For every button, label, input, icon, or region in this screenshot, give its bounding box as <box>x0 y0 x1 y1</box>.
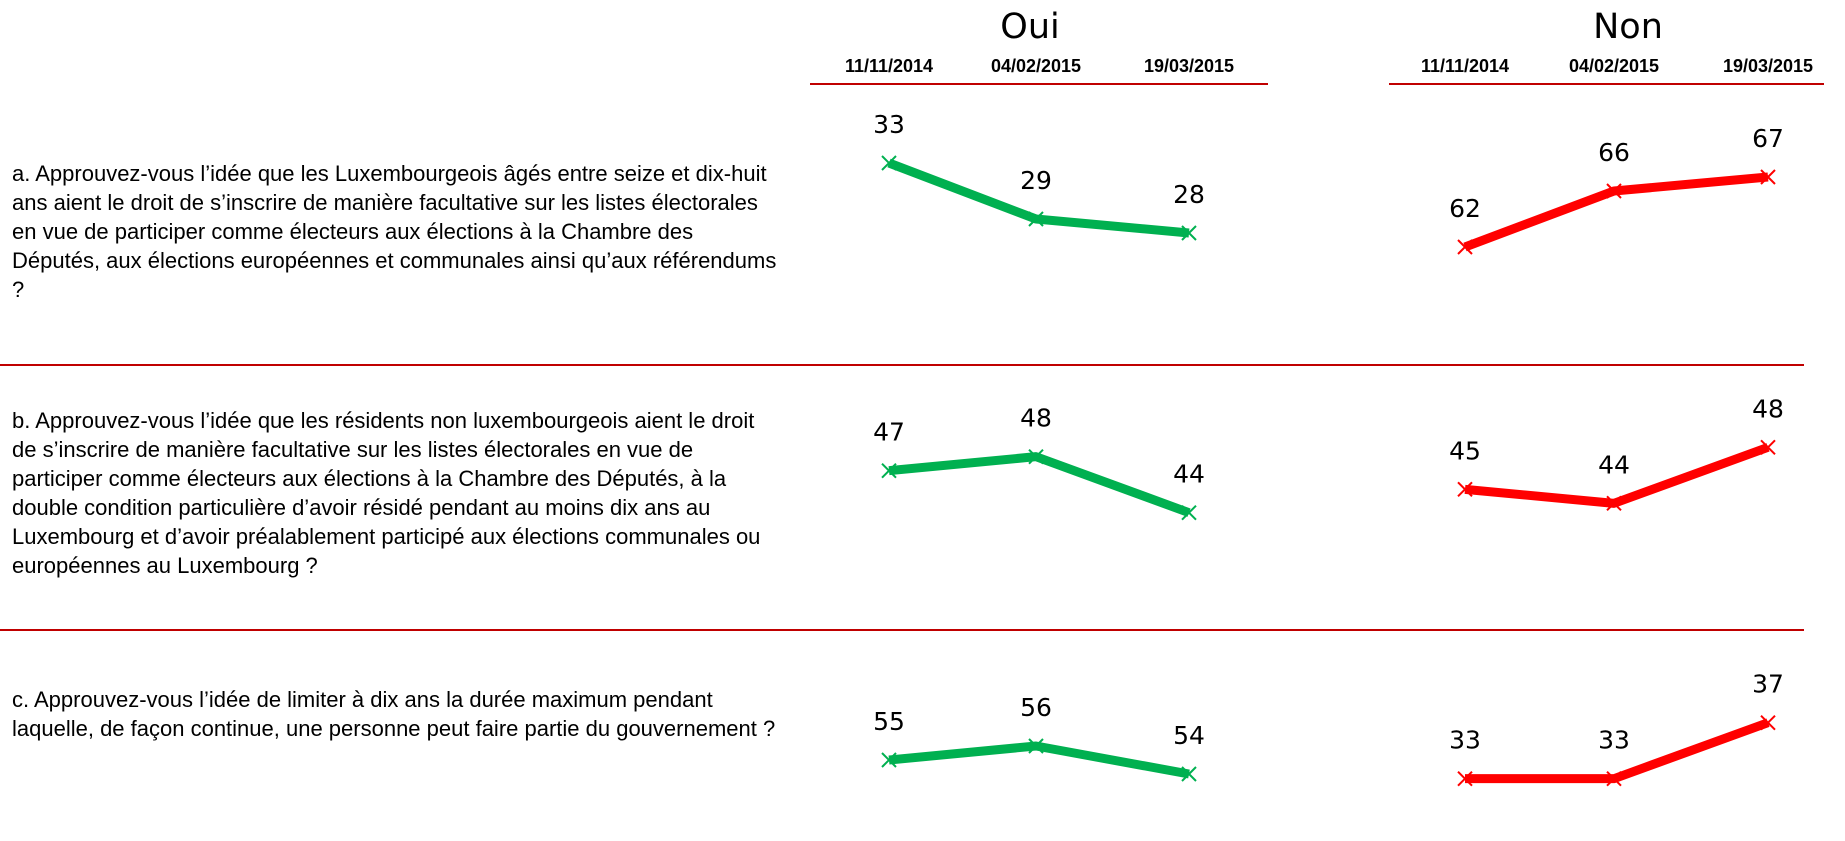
value-label: 54 <box>1173 721 1205 750</box>
point-marker <box>1457 481 1473 498</box>
value-label: 37 <box>1752 670 1784 699</box>
point-marker <box>1181 225 1197 241</box>
point-marker <box>1457 770 1473 787</box>
question: c. Approuvez-vous l’idée de limiter à di… <box>12 687 776 741</box>
point-marker <box>1028 448 1044 465</box>
date-label: 04/02/2015 <box>1569 56 1659 76</box>
date-label: 19/03/2015 <box>1723 56 1813 76</box>
value-label: 47 <box>873 418 905 447</box>
point-marker <box>1760 714 1776 731</box>
point-marker <box>881 752 897 768</box>
value-label: 33 <box>1449 726 1481 755</box>
point-marker <box>1457 239 1473 255</box>
question: b. Approuvez-vous l’idée que les résiden… <box>12 408 761 578</box>
value-label: 56 <box>1020 693 1052 722</box>
point-marker <box>1760 169 1776 185</box>
point-marker <box>881 462 897 479</box>
value-label: 48 <box>1020 404 1052 433</box>
value-label: 33 <box>873 110 905 139</box>
value-label: 33 <box>1598 726 1630 755</box>
value-label: 62 <box>1449 194 1481 223</box>
point-marker <box>1606 495 1622 512</box>
column-title: Non <box>1593 7 1663 47</box>
value-label: 45 <box>1449 436 1481 465</box>
value-label: 67 <box>1752 124 1784 153</box>
value-label: 44 <box>1173 460 1205 489</box>
point-marker <box>1606 183 1622 199</box>
value-label: 29 <box>1020 166 1052 195</box>
point-marker <box>1606 770 1622 787</box>
question: a. Approuvez-vous l’idée que les Luxembo… <box>12 161 777 302</box>
date-label: 19/03/2015 <box>1144 56 1234 76</box>
value-label: 48 <box>1752 394 1784 423</box>
value-label: 28 <box>1173 180 1205 209</box>
point-marker <box>1760 439 1776 456</box>
series-line <box>888 452 1191 517</box>
point-marker <box>881 155 897 171</box>
date-label: 04/02/2015 <box>991 56 1081 76</box>
point-marker <box>1028 738 1044 754</box>
point-marker <box>1028 211 1044 227</box>
column-title: Oui <box>1000 7 1059 47</box>
date-label: 11/11/2014 <box>845 56 933 76</box>
value-label: 66 <box>1598 138 1630 167</box>
value-label: 55 <box>873 707 905 736</box>
date-label: 11/11/2014 <box>1421 56 1509 76</box>
point-marker <box>1181 766 1197 782</box>
point-marker <box>1181 504 1197 521</box>
value-label: 44 <box>1598 450 1630 479</box>
